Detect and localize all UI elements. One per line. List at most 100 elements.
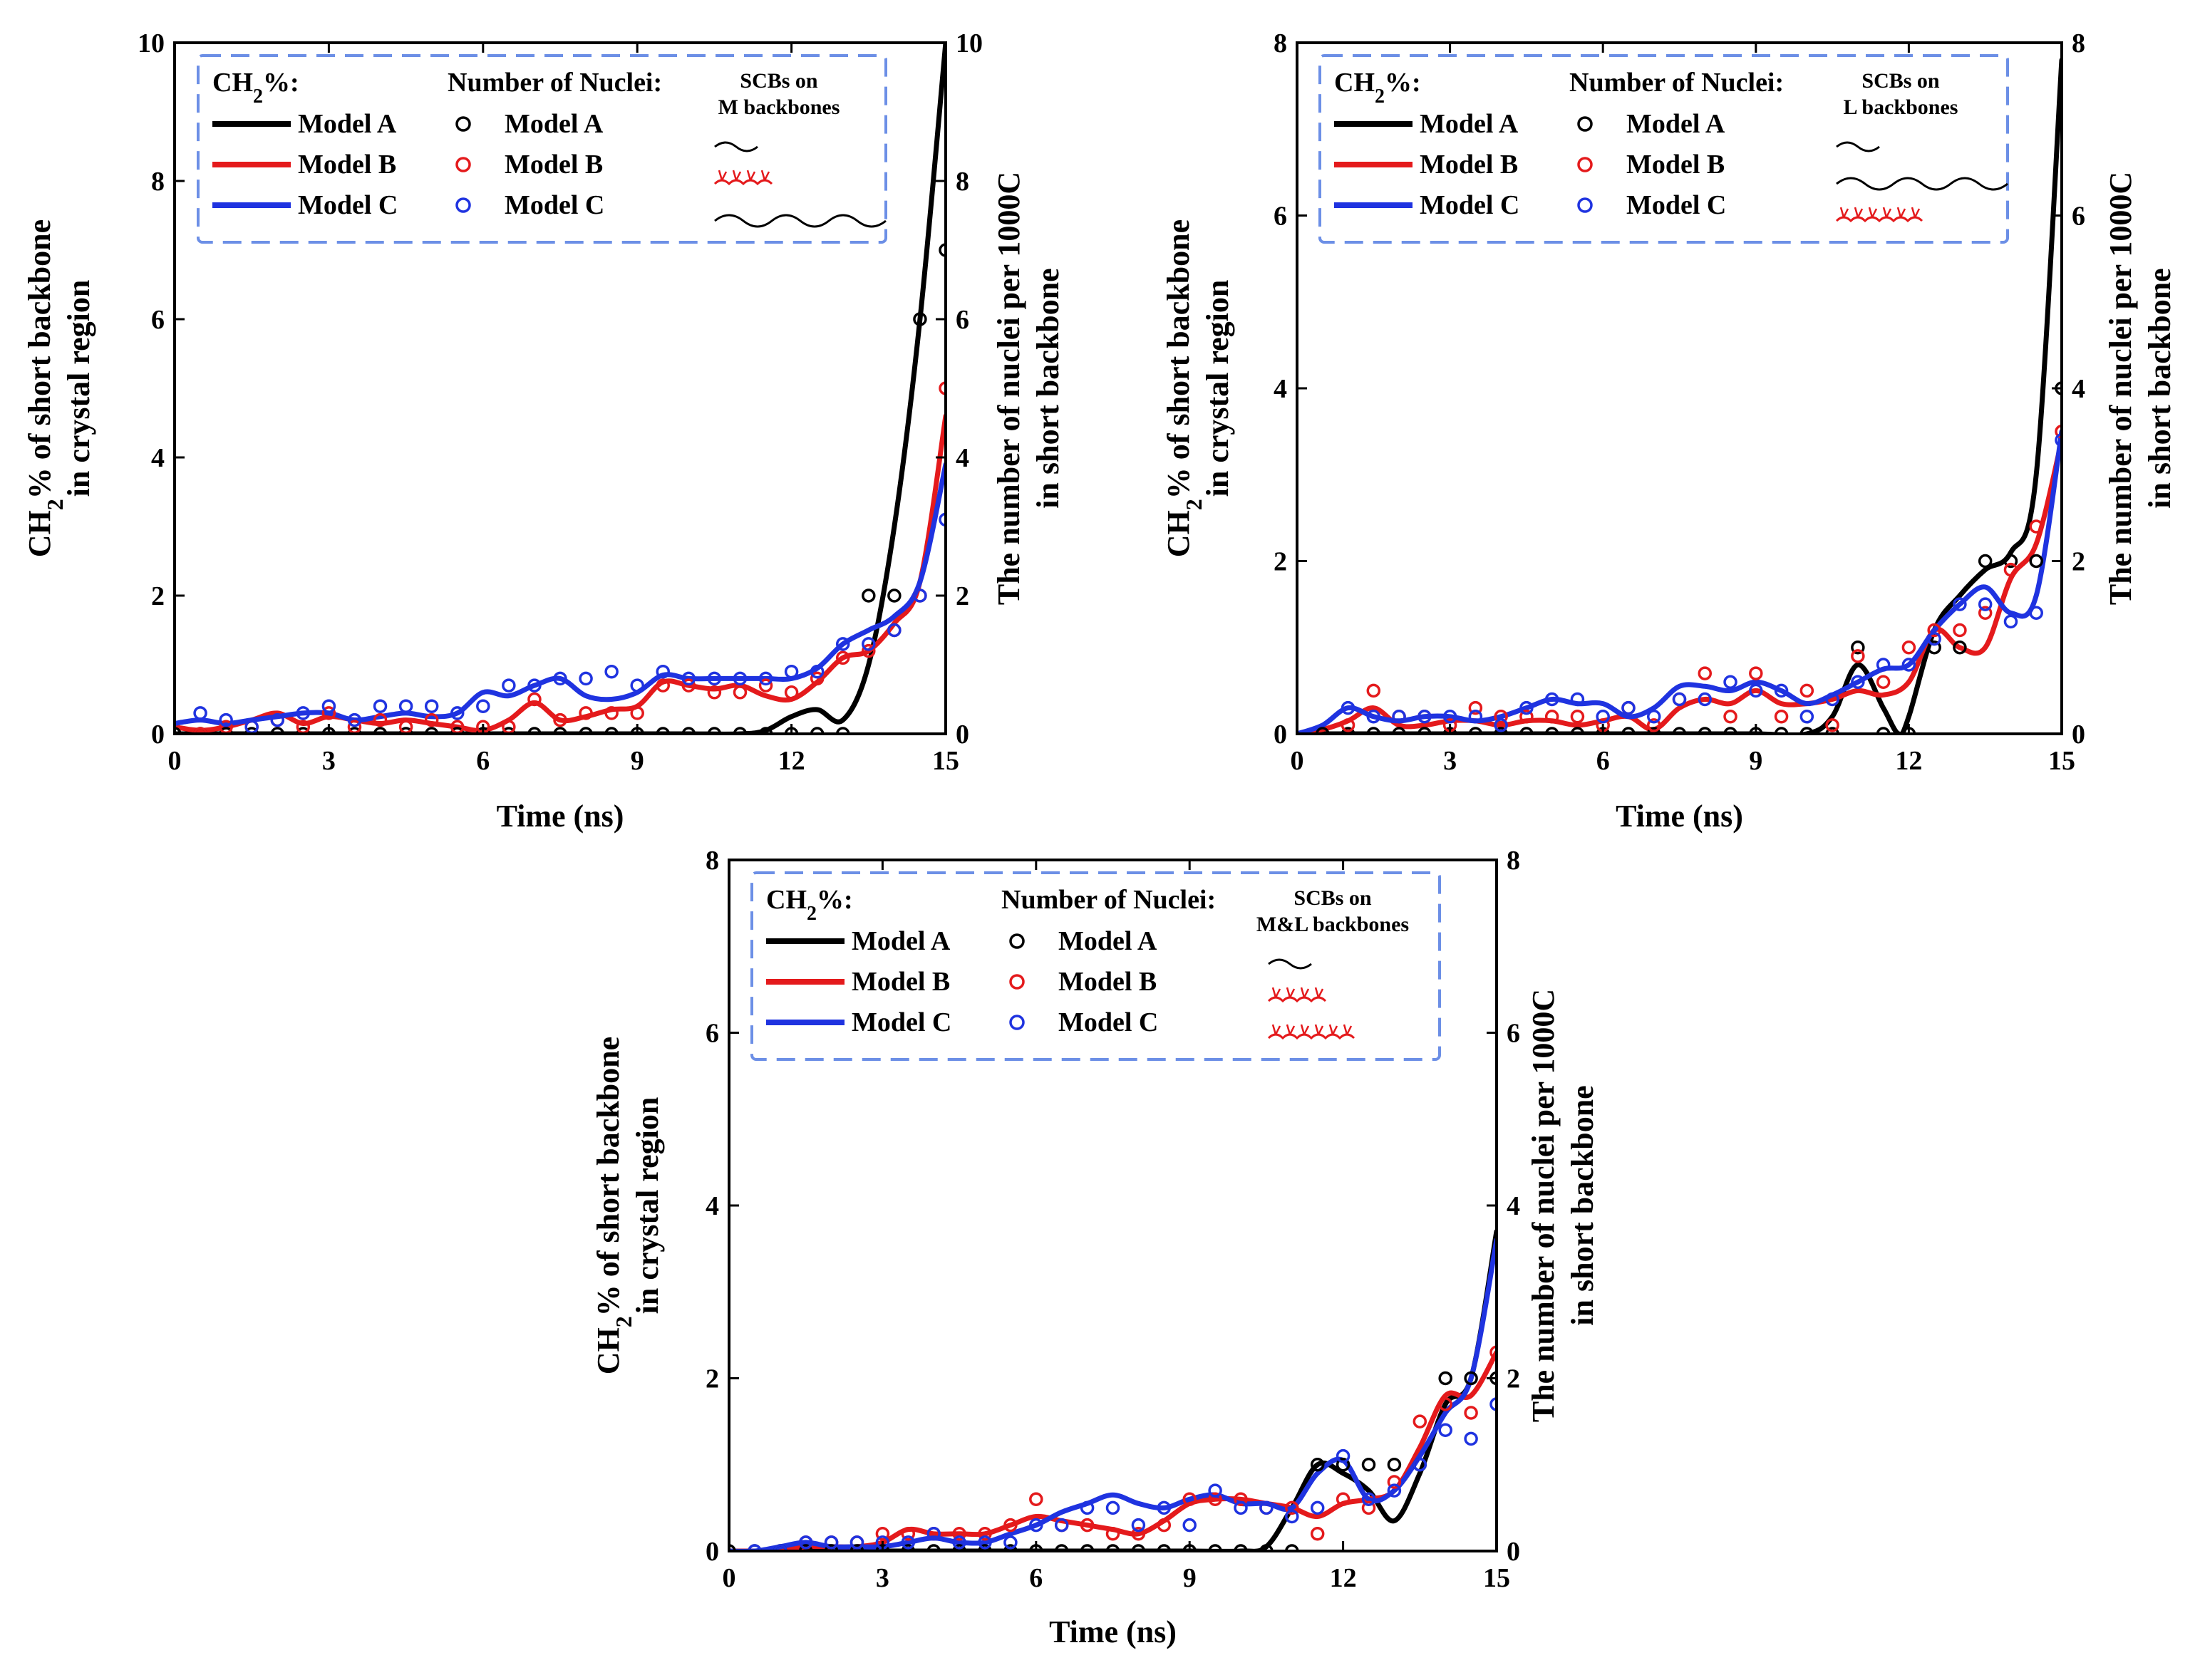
data-point-model-a xyxy=(1361,1458,1376,1472)
y-tick-label-right: 0 xyxy=(2072,720,2085,750)
legend-marker-entry: Model B xyxy=(1626,150,1725,180)
data-point-model-a xyxy=(1570,727,1585,734)
data-point-model-a xyxy=(553,727,567,734)
data-point-model-c xyxy=(450,706,465,720)
data-point-model-b xyxy=(424,712,439,727)
data-point-model-c xyxy=(1825,692,1839,707)
data-point-model-c xyxy=(1438,1423,1452,1437)
data-point-model-a xyxy=(1978,554,1993,569)
x-tick-label: 9 xyxy=(1183,1563,1197,1593)
data-point-model-a xyxy=(849,1544,864,1551)
legend-marker-entry: Model A xyxy=(505,109,604,139)
data-point-model-a xyxy=(1336,1458,1351,1472)
data-point-model-a xyxy=(296,727,311,734)
legend-line-title: CH2%: xyxy=(766,885,853,925)
data-point-model-c xyxy=(1341,700,1355,715)
legend-line-entry: Model C xyxy=(298,190,398,220)
data-point-model-c xyxy=(835,637,850,651)
y-tick-label-left: 4 xyxy=(706,1191,719,1221)
y-tick-label-left: 8 xyxy=(151,167,165,197)
data-point-model-a xyxy=(398,727,413,734)
data-point-model-a xyxy=(1464,1371,1478,1386)
legend-marker-entry: Model C xyxy=(505,190,604,220)
legend-line-entry: Model C xyxy=(852,1007,951,1037)
x-tick-label: 6 xyxy=(1029,1563,1043,1593)
data-point-model-c xyxy=(1029,1518,1043,1533)
legend-marker-entry: Model B xyxy=(505,150,603,180)
data-point-model-c xyxy=(1366,710,1381,724)
data-point-model-c xyxy=(1901,658,1916,672)
data-point-model-a xyxy=(1646,727,1661,734)
data-point-model-b xyxy=(784,685,799,700)
data-point-model-b xyxy=(1723,710,1737,724)
data-point-model-a xyxy=(1519,727,1534,734)
y-tick-label-right: 6 xyxy=(1507,1019,1520,1049)
data-point-model-a xyxy=(1310,1458,1325,1472)
data-point-model-a xyxy=(1105,1544,1120,1551)
data-point-model-c xyxy=(1799,710,1814,724)
legend-marker-swatch xyxy=(1577,116,1593,132)
data-point-model-a xyxy=(1723,727,1737,734)
data-point-model-a xyxy=(926,1544,941,1551)
data-point-model-c xyxy=(748,1544,762,1551)
legend-scb-title: SCBs on xyxy=(740,69,818,93)
data-point-model-c xyxy=(579,671,593,686)
plot-area xyxy=(175,43,946,734)
data-point-model-c xyxy=(1105,1500,1120,1515)
legend: CH2%: Number of Nuclei: Model A Model A Mode… xyxy=(197,54,887,244)
data-point-model-c xyxy=(193,706,207,720)
x-tick-label: 0 xyxy=(723,1563,736,1593)
data-point-model-b xyxy=(1105,1527,1120,1541)
data-point-model-a xyxy=(1080,1544,1095,1551)
data-point-model-b xyxy=(527,692,542,707)
y-axis-label-left: CH2% of short backbone xyxy=(22,219,68,557)
data-point-model-c xyxy=(773,1544,787,1551)
data-point-model-b xyxy=(1464,1406,1478,1420)
data-point-model-a xyxy=(1953,641,1967,655)
y-tick-label-left: 0 xyxy=(706,1537,719,1567)
scb-branch-icon xyxy=(1911,207,1921,218)
series-line-model-a xyxy=(729,1228,1497,1551)
data-point-model-b xyxy=(373,712,388,727)
data-point-model-c xyxy=(1494,718,1508,732)
data-point-model-b xyxy=(1310,1527,1325,1541)
legend-marker-swatch xyxy=(1009,1015,1025,1030)
data-point-model-c xyxy=(1978,597,1993,611)
data-point-model-b xyxy=(1029,1492,1043,1506)
data-point-model-a xyxy=(1698,727,1713,734)
x-tick-label: 15 xyxy=(932,746,959,776)
data-point-model-a xyxy=(1544,727,1559,734)
data-point-model-c xyxy=(978,1535,992,1550)
data-point-model-c xyxy=(296,706,311,720)
data-point-model-b xyxy=(1901,641,1916,655)
legend-marker-swatch xyxy=(455,197,471,213)
legend-marker-entry: Model C xyxy=(1058,1007,1158,1037)
scb-branched-red-icon xyxy=(1267,996,1327,1003)
data-point-model-a xyxy=(604,727,619,734)
data-point-model-a xyxy=(244,727,259,734)
data-point-model-b xyxy=(1489,1345,1497,1359)
data-point-model-c xyxy=(887,623,902,638)
data-point-model-c xyxy=(1003,1535,1018,1550)
scb-branch-icon xyxy=(1286,987,1296,998)
x-tick-label: 9 xyxy=(1749,746,1762,776)
data-point-model-b xyxy=(707,685,722,700)
data-point-model-b xyxy=(1698,666,1713,680)
x-tick-label: 6 xyxy=(476,746,490,776)
data-point-model-a xyxy=(758,727,773,734)
data-point-model-b xyxy=(1494,710,1508,724)
data-point-model-a xyxy=(1621,727,1636,734)
data-point-model-b xyxy=(630,706,644,720)
data-point-model-b xyxy=(1570,710,1585,724)
y-axis-label-right-line2: in short backbone xyxy=(1565,1085,1600,1325)
data-point-model-c xyxy=(1387,1483,1402,1498)
scb-branch-icon xyxy=(1868,207,1878,218)
data-point-model-c xyxy=(656,664,671,679)
data-point-model-a xyxy=(1438,1371,1452,1386)
data-point-model-a xyxy=(1494,727,1508,734)
data-point-model-c xyxy=(1413,1458,1427,1472)
legend-line-entry: Model C xyxy=(1420,190,1519,220)
legend-marker-entry: Model A xyxy=(1058,926,1157,956)
